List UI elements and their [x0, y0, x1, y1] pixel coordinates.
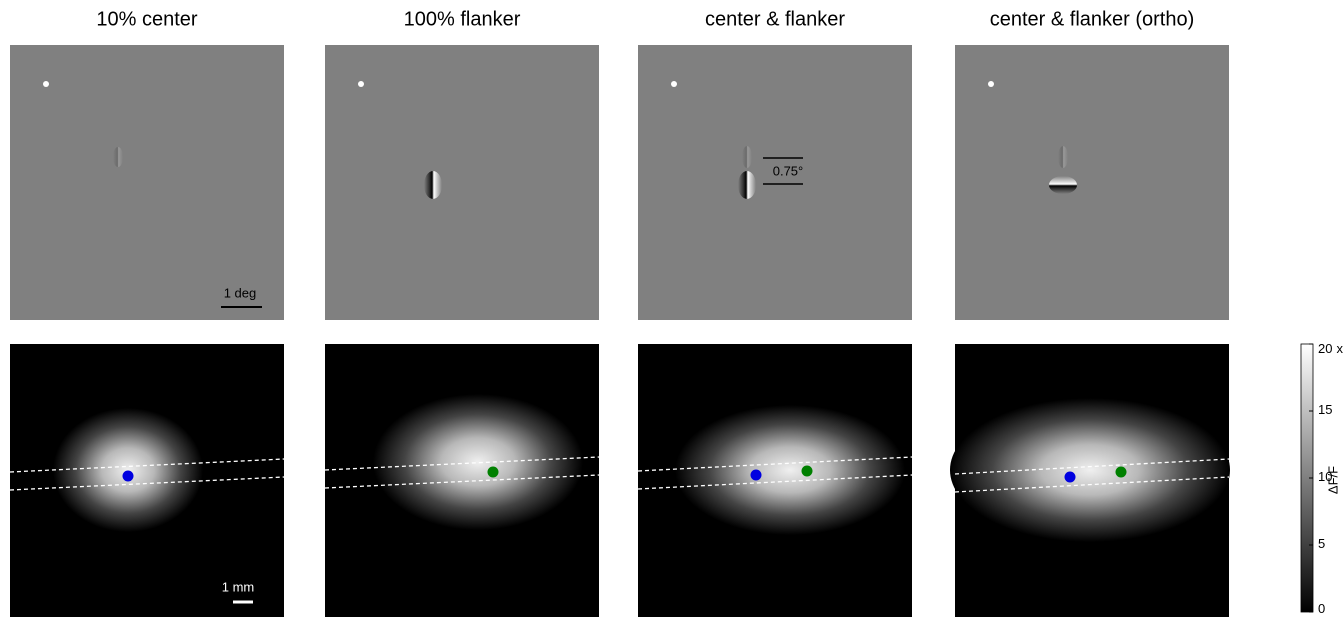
tick-value: 15 — [1318, 402, 1332, 417]
fixation-dot — [671, 81, 677, 87]
gabor — [113, 147, 123, 167]
roi-dot — [123, 471, 134, 482]
column-title: 10% center — [96, 8, 198, 30]
stimulus-panel — [638, 45, 912, 320]
colorbar-label: ΔF/F — [1325, 466, 1340, 494]
response-glow — [53, 408, 203, 532]
fixation-dot — [43, 81, 49, 87]
colorbar-tick-label: 0 — [1318, 601, 1325, 616]
response-glow — [950, 398, 1230, 542]
stimulus-panel — [955, 45, 1229, 320]
tick-value: 5 — [1318, 536, 1325, 551]
column-title: center & flanker — [705, 8, 845, 30]
figure: 10% center 100% flanker center & flanker ce… — [0, 0, 1343, 619]
roi-dot — [751, 470, 762, 481]
gabor — [738, 171, 756, 199]
tick-value: 20 — [1318, 341, 1332, 356]
colorbar-tick-label: 15 — [1318, 402, 1332, 417]
roi-dot — [1116, 467, 1127, 478]
gabor — [1049, 176, 1077, 194]
gabor — [424, 171, 442, 199]
response-glow — [675, 405, 905, 535]
gabor — [742, 146, 752, 168]
colorbar-tick-label: 20x 10-4 — [1318, 338, 1343, 357]
fixation-dot — [358, 81, 364, 87]
response-glow — [373, 394, 583, 530]
stimulus-panel — [10, 45, 284, 320]
tick-value: 0 — [1318, 601, 1325, 616]
roi-dot — [802, 466, 813, 477]
scale-label: x 10 — [1336, 341, 1343, 356]
mm-scale-label: 1 mm — [222, 579, 255, 594]
stimulus-panel — [325, 45, 599, 320]
fixation-dot — [988, 81, 994, 87]
page: {"columns": [{"title": "10% center"}, {"… — [0, 0, 1343, 619]
deg-scale-label: 1 deg — [224, 285, 257, 300]
angle-label: 0.75° — [773, 163, 804, 178]
roi-dot — [488, 467, 499, 478]
colorbar-tick-label: 5 — [1318, 536, 1325, 551]
column-title: center & flanker (ortho) — [990, 8, 1195, 30]
roi-dot — [1065, 472, 1076, 483]
column-title: 100% flanker — [404, 8, 521, 30]
gabor — [1058, 146, 1068, 168]
